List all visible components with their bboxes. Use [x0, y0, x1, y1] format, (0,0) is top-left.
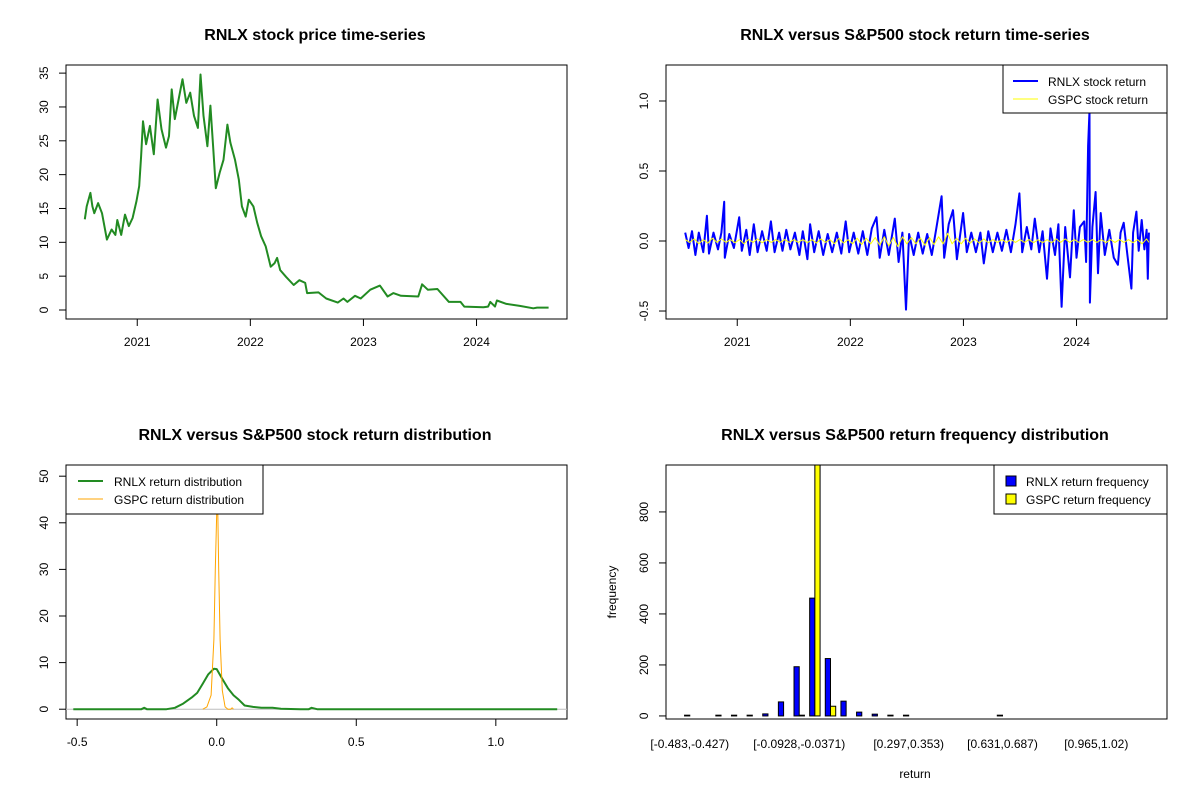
x-tick-label: [-0.0928,-0.0371) [753, 737, 845, 751]
bar-rnlx [684, 714, 691, 717]
x-tick-label: 0.5 [348, 735, 365, 749]
legend-label: RNLX stock return [1048, 75, 1146, 89]
y-tick-label: 0 [637, 712, 651, 719]
legend-box [65, 464, 264, 515]
x-tick-label: -0.5 [67, 735, 88, 749]
y-tick-label: 0 [37, 306, 51, 313]
legend-density: RNLX return distribution GSPC return dis… [65, 464, 264, 515]
y-tick-label: 0.0 [637, 232, 651, 249]
x-tick-label: 2021 [724, 335, 751, 349]
y-tick-label: 30 [37, 100, 51, 114]
x-tick-label: 2024 [463, 335, 490, 349]
y-tick-label: 0.5 [637, 162, 651, 179]
bar-gspc [798, 714, 805, 717]
bar-rnlx [996, 714, 1004, 717]
series-line-gspc-return-distribution [202, 499, 234, 710]
y-tick-label: 35 [37, 66, 51, 80]
x-tick-label: 2024 [1063, 335, 1090, 349]
legend-box [993, 464, 1168, 515]
bar-rnlx [824, 658, 831, 717]
legend-label: GSPC return distribution [114, 493, 244, 507]
y-tick-label: 25 [37, 134, 51, 148]
bar-rnlx [777, 701, 785, 717]
legend-label: RNLX return distribution [114, 475, 242, 489]
legend-label: RNLX return frequency [1026, 475, 1149, 489]
legend-swatch-rnlx [1005, 475, 1017, 487]
series-line-gspc-stock-return [684, 232, 1150, 248]
bar-rnlx [715, 714, 722, 717]
plot-frame [65, 64, 568, 320]
bar-gspc [814, 464, 821, 717]
bar-rnlx [840, 700, 847, 717]
bar-rnlx [809, 597, 816, 717]
chart-title-density: RNLX versus S&P500 stock return distribu… [139, 427, 492, 444]
legend-histogram: RNLX return frequency GSPC return freque… [993, 464, 1168, 515]
y-tick-label: 30 [37, 562, 51, 576]
chart-title-returns: RNLX versus S&P500 stock return time-ser… [740, 27, 1090, 44]
bar-rnlx [856, 711, 863, 717]
bar-rnlx [887, 714, 894, 717]
x-tick-label: 2021 [124, 335, 151, 349]
legend-returns: RNLX stock return GSPC stock return [1002, 64, 1168, 114]
bar-rnlx [746, 714, 753, 717]
x-tick-label: 0.0 [208, 735, 225, 749]
bar-rnlx [762, 713, 769, 717]
y-tick-label: 10 [37, 235, 51, 249]
chart-title-price: RNLX stock price time-series [204, 27, 426, 44]
x-tick-label: [0.631,0.687) [967, 737, 1038, 751]
x-tick-label: [0.297,0.353) [873, 737, 944, 751]
legend-swatch-gspc [1005, 493, 1017, 505]
x-tick-label: 2022 [237, 335, 264, 349]
y-tick-label: 800 [637, 502, 651, 522]
chart-title-histogram: RNLX versus S&P500 return frequency dist… [721, 427, 1109, 444]
y-tick-label: 15 [37, 201, 51, 215]
y-tick-label: -0.5 [637, 300, 651, 321]
y-tick-label: 20 [37, 609, 51, 623]
legend-box [1002, 64, 1168, 114]
bar-rnlx [730, 714, 738, 717]
y-tick-label: 600 [637, 553, 651, 573]
x-tick-label: 1.0 [487, 735, 504, 749]
bar-rnlx [871, 713, 878, 717]
bar-gspc [829, 705, 837, 717]
series-line-rnlx-return-distribution [73, 667, 558, 711]
bar-rnlx [793, 666, 800, 717]
y-tick-label: 50 [37, 469, 51, 483]
x-tick-label: 2023 [950, 335, 977, 349]
y-tick-label: 10 [37, 656, 51, 670]
y-tick-label: 0 [37, 706, 51, 713]
legend-label: GSPC stock return [1048, 93, 1148, 107]
x-tick-label: 2022 [837, 335, 864, 349]
y-tick-label: 40 [37, 516, 51, 530]
x-tick-label: 2023 [350, 335, 377, 349]
y-tick-label: 5 [37, 273, 51, 280]
x-tick-label: [0.965,1.02) [1064, 737, 1128, 751]
bar-rnlx [902, 714, 910, 717]
histogram-xlabel: return [899, 767, 930, 781]
legend-label: GSPC return frequency [1026, 493, 1151, 507]
y-tick-label: 1.0 [637, 92, 651, 109]
x-tick-label: [-0.483,-0.427) [650, 737, 729, 751]
y-tick-label: 400 [637, 604, 651, 624]
series-line-price [83, 73, 549, 310]
series-line-rnlx-stock-return [684, 109, 1150, 311]
y-tick-label: 200 [637, 655, 651, 675]
y-tick-label: 20 [37, 168, 51, 182]
histogram-ylabel: frequency [605, 566, 619, 619]
